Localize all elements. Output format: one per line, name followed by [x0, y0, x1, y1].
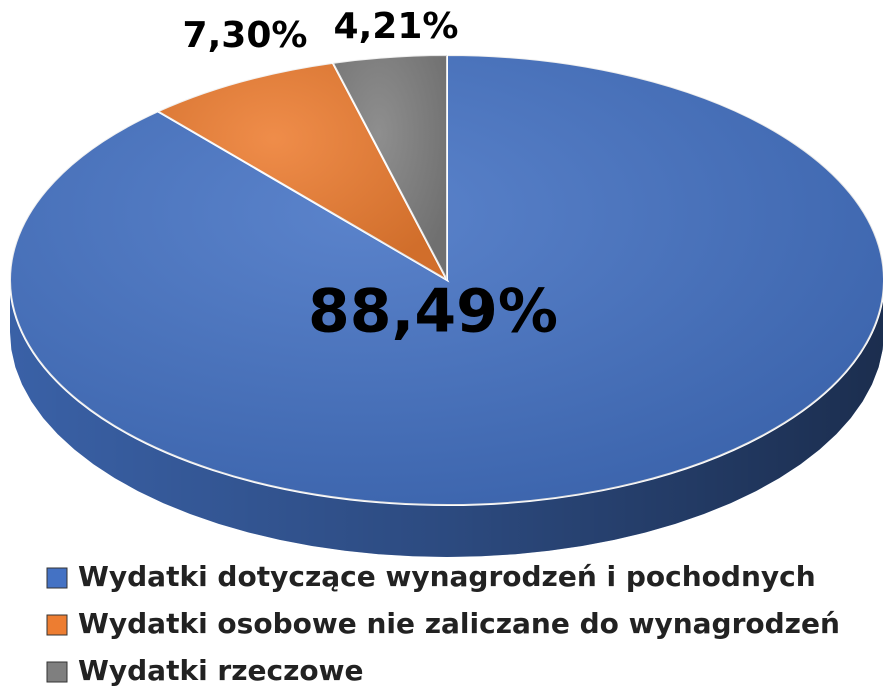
legend-label: Wydatki osobowe nie zaliczane do wynagro…: [78, 607, 840, 640]
pie-slice-shade: [332, 55, 447, 280]
legend-label: Wydatki dotyczące wynagrodzeń i pochodny…: [78, 560, 816, 593]
pie-side-shade: [10, 280, 883, 557]
data-label: 7,30%: [183, 15, 308, 56]
data-label: 4,21%: [334, 6, 459, 47]
legend-label: Wydatki rzeczowe: [78, 654, 364, 687]
data-label: 88,49%: [308, 277, 558, 347]
legend-swatch: [46, 614, 68, 636]
pie-slice-shade: [157, 62, 447, 280]
legend-swatch: [46, 567, 68, 589]
legend-swatch: [46, 661, 68, 683]
